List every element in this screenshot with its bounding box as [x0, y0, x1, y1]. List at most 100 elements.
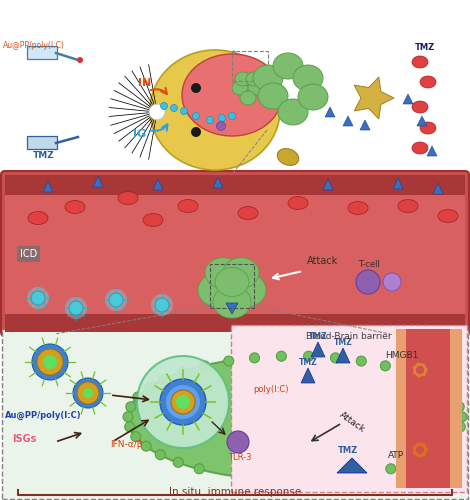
Ellipse shape	[232, 81, 248, 95]
Circle shape	[83, 388, 93, 398]
Ellipse shape	[412, 101, 428, 113]
Text: Attack: Attack	[307, 256, 338, 266]
Circle shape	[454, 402, 464, 411]
Circle shape	[217, 122, 226, 130]
Ellipse shape	[412, 56, 428, 68]
Circle shape	[77, 57, 83, 63]
FancyBboxPatch shape	[450, 329, 462, 488]
Circle shape	[219, 114, 226, 121]
Circle shape	[73, 378, 103, 408]
Ellipse shape	[28, 212, 48, 224]
Circle shape	[27, 287, 49, 309]
Polygon shape	[153, 179, 163, 190]
Circle shape	[356, 270, 380, 294]
Circle shape	[173, 458, 183, 468]
Text: IG: IG	[133, 129, 146, 139]
Circle shape	[31, 291, 45, 305]
Polygon shape	[336, 348, 350, 363]
Text: TMZ: TMZ	[338, 446, 358, 455]
Circle shape	[125, 422, 135, 432]
Ellipse shape	[420, 76, 436, 88]
FancyBboxPatch shape	[231, 325, 467, 492]
Polygon shape	[360, 120, 370, 130]
Circle shape	[105, 289, 127, 311]
Circle shape	[32, 344, 68, 380]
Polygon shape	[427, 146, 437, 156]
Circle shape	[69, 301, 83, 315]
Circle shape	[191, 83, 201, 93]
Ellipse shape	[420, 122, 436, 134]
Circle shape	[304, 351, 313, 361]
Circle shape	[131, 432, 141, 442]
Text: HMGB1: HMGB1	[385, 351, 418, 360]
Circle shape	[193, 112, 199, 119]
Text: TMZ: TMZ	[334, 338, 353, 347]
Circle shape	[228, 112, 235, 119]
Polygon shape	[433, 183, 443, 194]
FancyBboxPatch shape	[27, 46, 57, 59]
Ellipse shape	[277, 54, 299, 72]
Ellipse shape	[235, 72, 251, 86]
Polygon shape	[93, 176, 103, 187]
Polygon shape	[337, 458, 367, 473]
Circle shape	[156, 450, 165, 460]
Ellipse shape	[348, 202, 368, 214]
Polygon shape	[311, 342, 325, 357]
Ellipse shape	[277, 148, 299, 166]
Text: Au@PP/poly(I:C): Au@PP/poly(I:C)	[3, 41, 65, 50]
FancyBboxPatch shape	[5, 193, 465, 314]
Circle shape	[160, 379, 206, 425]
Text: ATP: ATP	[388, 451, 404, 460]
Circle shape	[407, 458, 417, 468]
Polygon shape	[417, 116, 427, 126]
Circle shape	[330, 353, 340, 363]
Circle shape	[250, 353, 259, 363]
Circle shape	[424, 450, 435, 460]
Polygon shape	[343, 116, 353, 126]
Circle shape	[180, 108, 188, 114]
Ellipse shape	[127, 356, 462, 480]
Text: IFN-α/β: IFN-α/β	[110, 440, 142, 449]
Ellipse shape	[215, 268, 249, 296]
Ellipse shape	[278, 99, 308, 125]
Polygon shape	[213, 177, 223, 188]
Ellipse shape	[438, 210, 458, 222]
Circle shape	[191, 127, 201, 137]
Ellipse shape	[205, 258, 241, 288]
FancyBboxPatch shape	[5, 175, 465, 195]
Ellipse shape	[412, 142, 428, 154]
FancyBboxPatch shape	[398, 329, 460, 488]
Polygon shape	[325, 107, 335, 117]
Circle shape	[439, 441, 449, 451]
Polygon shape	[301, 368, 315, 383]
Circle shape	[402, 367, 412, 377]
Ellipse shape	[65, 200, 85, 213]
Text: TMZ: TMZ	[33, 151, 55, 160]
Circle shape	[109, 293, 123, 307]
Circle shape	[65, 297, 87, 319]
Text: poly(I:C): poly(I:C)	[253, 385, 289, 394]
Ellipse shape	[238, 206, 258, 220]
Circle shape	[206, 116, 213, 123]
Circle shape	[176, 395, 190, 409]
Ellipse shape	[118, 192, 138, 204]
Ellipse shape	[293, 65, 323, 91]
Ellipse shape	[398, 200, 418, 212]
Polygon shape	[403, 94, 413, 104]
Circle shape	[227, 431, 249, 453]
Circle shape	[436, 383, 446, 393]
Ellipse shape	[298, 84, 328, 110]
Ellipse shape	[246, 72, 262, 86]
Text: TLR-3: TLR-3	[228, 453, 251, 462]
Circle shape	[155, 298, 169, 312]
Text: ICD: ICD	[20, 249, 37, 259]
Circle shape	[171, 390, 195, 414]
Text: In situ  immune response: In situ immune response	[169, 487, 301, 497]
Ellipse shape	[198, 273, 238, 307]
Circle shape	[178, 367, 188, 377]
Text: IN: IN	[138, 78, 151, 88]
Circle shape	[141, 441, 151, 451]
Circle shape	[133, 392, 143, 402]
Ellipse shape	[178, 200, 198, 212]
Ellipse shape	[137, 356, 229, 448]
